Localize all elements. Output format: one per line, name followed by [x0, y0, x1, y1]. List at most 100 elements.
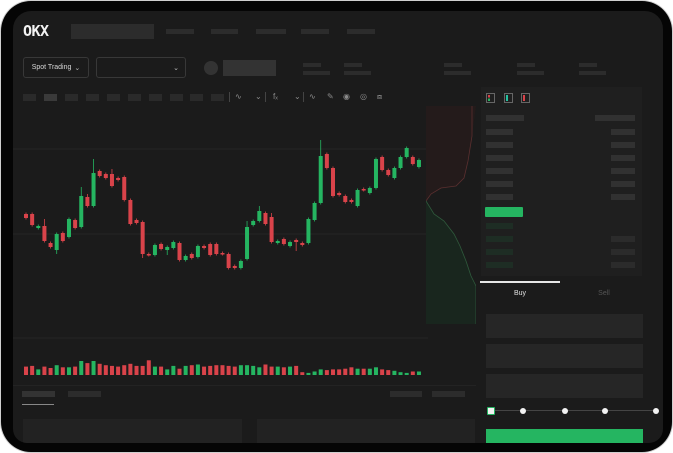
- candle-up: [165, 247, 170, 250]
- filter-button[interactable]: [432, 391, 465, 397]
- nav-item[interactable]: [211, 29, 238, 34]
- pencil-icon[interactable]: ✎: [327, 92, 334, 101]
- bid-depth-line: [426, 200, 476, 324]
- tab-buy[interactable]: Buy: [513, 289, 527, 297]
- volume-bar: [122, 365, 127, 375]
- volume-bar: [300, 372, 305, 375]
- tab-order-history[interactable]: [68, 391, 101, 397]
- amount-slider-handle[interactable]: [487, 407, 495, 415]
- tab-sell[interactable]: Sell: [598, 289, 610, 297]
- candle-down: [263, 213, 268, 224]
- candle-down: [331, 168, 335, 196]
- candle-down: [324, 154, 329, 168]
- ask-price[interactable]: [486, 129, 513, 135]
- candlestick-chart[interactable]: [13, 106, 428, 386]
- ask-price[interactable]: [486, 168, 513, 174]
- slider-stop-75[interactable]: [602, 408, 608, 414]
- candle-up: [36, 226, 41, 228]
- slider-stop-25[interactable]: [520, 408, 526, 414]
- candle-down: [97, 171, 102, 176]
- fullscreen-icon[interactable]: ⧈: [377, 92, 383, 101]
- orderbook-asks-icon[interactable]: [521, 93, 530, 103]
- candle-down: [337, 193, 342, 195]
- volume-bar: [220, 365, 225, 375]
- candle-down: [226, 254, 231, 268]
- camera-icon[interactable]: ◉: [343, 92, 350, 101]
- orderbook-bids-icon[interactable]: [504, 93, 513, 103]
- candle-up: [367, 188, 372, 193]
- pair-selector[interactable]: ⌄: [96, 57, 186, 78]
- ask-price[interactable]: [486, 181, 513, 187]
- price-input[interactable]: [486, 314, 643, 338]
- interval-button[interactable]: [23, 94, 36, 101]
- interval-button[interactable]: [211, 94, 224, 101]
- candle-up: [66, 219, 71, 237]
- stat-value: [344, 71, 371, 75]
- bid-price[interactable]: [486, 262, 513, 268]
- volume-bar: [109, 365, 114, 375]
- stat-value: [579, 71, 606, 75]
- candle-up: [373, 159, 378, 188]
- ask-depth-area: [426, 106, 476, 201]
- volume-bar: [208, 365, 213, 375]
- candle-up: [195, 246, 200, 257]
- volume-bar: [128, 363, 133, 375]
- orderbook-header-amount: [595, 115, 635, 121]
- orderbook-both-icon[interactable]: [486, 93, 495, 103]
- interval-button[interactable]: [190, 94, 203, 101]
- chevron-down-icon[interactable]: ⌄: [255, 92, 262, 101]
- slider-stop-100[interactable]: [653, 408, 659, 414]
- settings-circle-icon[interactable]: ◎: [360, 92, 367, 101]
- chevron-down-icon: ⌄: [173, 64, 179, 72]
- okx-logo[interactable]: OKX: [23, 22, 49, 40]
- volume-bar: [367, 368, 372, 375]
- ask-price[interactable]: [486, 142, 513, 148]
- divider: [13, 385, 476, 386]
- amount-input[interactable]: [486, 344, 643, 368]
- indicator-fx-icon[interactable]: fₓ: [273, 92, 278, 101]
- search-bar[interactable]: [71, 24, 154, 39]
- interval-button[interactable]: [170, 94, 183, 101]
- nav-item[interactable]: [301, 29, 329, 34]
- orderbook-view-toggle[interactable]: [486, 93, 534, 103]
- volume-bar: [116, 366, 121, 375]
- filter-button[interactable]: [390, 391, 422, 397]
- volume-bar: [269, 366, 274, 375]
- ask-price[interactable]: [486, 155, 513, 161]
- interval-button[interactable]: [86, 94, 99, 101]
- interval-button[interactable]: [107, 94, 120, 101]
- candle-down: [269, 217, 274, 242]
- line-icon[interactable]: ∿: [309, 92, 316, 101]
- chevron-down-icon[interactable]: ⌄: [294, 92, 301, 101]
- volume-bar: [202, 366, 207, 375]
- slider-stop-50[interactable]: [562, 408, 568, 414]
- buy-button[interactable]: [486, 429, 643, 443]
- volume-bar: [355, 368, 360, 375]
- nav-item[interactable]: [166, 29, 194, 34]
- amount-slider-track[interactable]: [490, 410, 656, 411]
- ask-price[interactable]: [486, 194, 513, 200]
- volume-bar: [373, 367, 378, 375]
- candles-icon[interactable]: ∿: [235, 92, 242, 101]
- bid-price[interactable]: [486, 249, 513, 255]
- interval-button[interactable]: [149, 94, 162, 101]
- candle-down: [116, 178, 121, 180]
- volume-bar: [361, 368, 366, 375]
- spot-trading-selector[interactable]: Spot Trading ⌄: [23, 57, 89, 78]
- bid-price[interactable]: [486, 236, 513, 242]
- volume-bar: [392, 370, 397, 375]
- candle-down: [410, 157, 415, 164]
- volume-bar: [159, 366, 164, 375]
- interval-button-active[interactable]: [44, 94, 57, 101]
- total-input[interactable]: [486, 374, 643, 398]
- interval-button[interactable]: [65, 94, 78, 101]
- candle-down: [103, 174, 108, 178]
- tab-open-orders[interactable]: [22, 391, 55, 397]
- nav-item[interactable]: [347, 29, 375, 34]
- nav-item[interactable]: [256, 29, 286, 34]
- bid-price[interactable]: [486, 223, 513, 229]
- ask-amount: [611, 194, 635, 200]
- interval-button[interactable]: [128, 94, 141, 101]
- divider: [265, 92, 266, 102]
- candle-down: [361, 189, 366, 191]
